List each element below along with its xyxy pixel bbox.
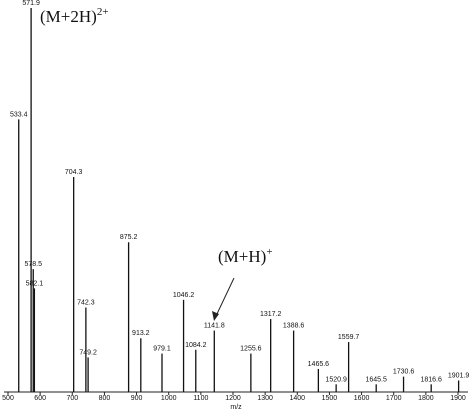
annotation-superscript: 2+: [97, 6, 109, 18]
annotation: (M+2H)2+: [40, 6, 109, 26]
peak-label: 875.2: [120, 234, 138, 241]
peak-label: 1816.6: [420, 376, 442, 383]
x-tick-label: 1300: [257, 395, 273, 402]
annotation-superscript: +: [266, 246, 272, 258]
x-tick-label: 900: [131, 395, 143, 402]
peak-label: 533.4: [10, 111, 28, 118]
peak-label: 1388.6: [283, 323, 305, 330]
peak-label: 578.5: [24, 261, 42, 268]
x-tick-label: 1500: [322, 395, 338, 402]
x-tick-label: 1900: [450, 395, 466, 402]
arrow-head: [212, 311, 219, 321]
x-tick-label: 1700: [386, 395, 402, 402]
annotation-arrow: [215, 277, 235, 317]
peak-label: 1141.8: [204, 323, 225, 330]
peak-label: 1317.2: [260, 311, 282, 318]
peak-label: 582.1: [26, 280, 44, 287]
annotation: (M+H)+: [218, 246, 273, 266]
x-tick-label: 700: [66, 395, 78, 402]
peak-label: 913.2: [132, 330, 150, 337]
x-tick-label: 1600: [354, 395, 370, 402]
peak-label: 1520.9: [325, 376, 347, 383]
peak-label: 1046.2: [173, 292, 195, 299]
x-tick-label: 1200: [225, 395, 241, 402]
peak-label: 1559.7: [338, 334, 360, 341]
x-axis-title: m/z: [230, 404, 242, 411]
x-tick-label: 500: [2, 395, 14, 402]
peak-label: 571.9: [22, 0, 40, 7]
peak-label: 1084.2: [185, 342, 207, 349]
x-tick-label: 800: [99, 395, 111, 402]
annotation-text: (M+2H): [40, 7, 97, 26]
x-tick-label: 1000: [161, 395, 177, 402]
x-tick-label: 1800: [418, 395, 434, 402]
peak-label: 749.2: [79, 349, 97, 356]
peak-label: 704.3: [65, 169, 83, 176]
annotation-text: (M+H): [218, 247, 266, 266]
peak-label: 1645.5: [365, 376, 387, 383]
x-tick-label: 1100: [193, 395, 208, 402]
x-tick-label: 1400: [289, 395, 305, 402]
peak-label: 742.3: [77, 300, 95, 307]
peak-label: 979.1: [153, 346, 171, 353]
x-tick-label: 600: [34, 395, 46, 402]
peak-label: 1465.6: [308, 361, 330, 368]
peak-label: 1901.9: [448, 372, 470, 379]
peak-label: 1255.6: [240, 346, 262, 353]
peak-label: 1730.6: [393, 369, 415, 376]
